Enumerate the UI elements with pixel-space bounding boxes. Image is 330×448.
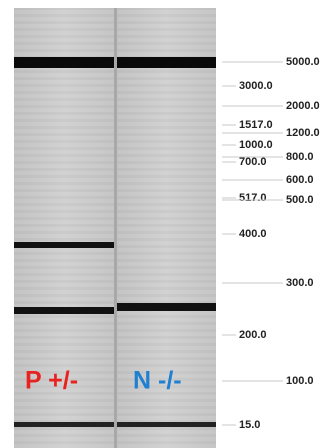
ladder-label: 400.0 — [239, 228, 267, 240]
ladder-label: 2000.0 — [286, 100, 320, 112]
ladder-label: 517.0 — [239, 192, 267, 204]
ladder-label: 300.0 — [286, 277, 314, 289]
band — [14, 422, 114, 427]
lane-label: N -/- — [133, 367, 182, 395]
ladder-label: 1517.0 — [239, 119, 273, 131]
ladder-label: 1200.0 — [286, 127, 320, 139]
ladder-label: 15.0 — [239, 419, 260, 431]
band — [14, 242, 114, 248]
ladder-label: 700.0 — [239, 156, 267, 168]
ladder-label: 500.0 — [286, 194, 314, 206]
page: {"lanes": [{"label": "P +/-", "color": "… — [0, 0, 330, 448]
ladder-label: 3000.0 — [239, 80, 273, 92]
ladder-label: 200.0 — [239, 329, 267, 341]
ladder-label: 5000.0 — [286, 56, 320, 68]
lane-divider — [114, 8, 117, 448]
ladder-label: 1000.0 — [239, 139, 273, 151]
band — [14, 57, 114, 68]
band — [117, 57, 216, 68]
ladder: 5000.0 3000.0 2000.0 1517.0 1200.0 1000.0 800.… — [222, 56, 320, 431]
band — [14, 307, 114, 314]
gel-image: P +/- N -/- 5000.0 3000.0 2000.0 1517.0 1200… — [0, 0, 330, 448]
ladder-label: 800.0 — [286, 151, 314, 163]
ladder-label: 100.0 — [286, 375, 314, 387]
ladder-label: 600.0 — [286, 174, 314, 186]
band — [117, 422, 216, 427]
lane-label: P +/- — [25, 367, 78, 395]
band — [117, 303, 216, 311]
